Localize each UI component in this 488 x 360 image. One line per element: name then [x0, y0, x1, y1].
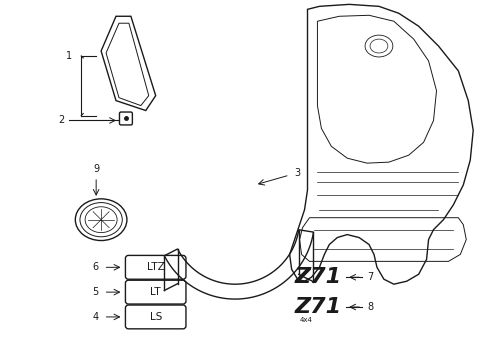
Text: LTZ: LTZ: [146, 262, 164, 272]
Text: 6: 6: [92, 262, 99, 272]
Text: 7: 7: [366, 272, 372, 282]
Text: 9: 9: [93, 164, 99, 174]
Text: 4: 4: [92, 312, 99, 322]
Text: 8: 8: [366, 302, 372, 312]
Text: 2: 2: [58, 116, 64, 126]
Text: 4x4: 4x4: [299, 317, 312, 323]
Text: LS: LS: [149, 312, 162, 322]
Text: 3: 3: [294, 168, 300, 178]
Text: 5: 5: [92, 287, 99, 297]
Text: LT: LT: [150, 287, 161, 297]
Text: 1: 1: [66, 51, 72, 61]
Text: Z71: Z71: [294, 267, 341, 287]
Text: Z71: Z71: [294, 297, 341, 317]
